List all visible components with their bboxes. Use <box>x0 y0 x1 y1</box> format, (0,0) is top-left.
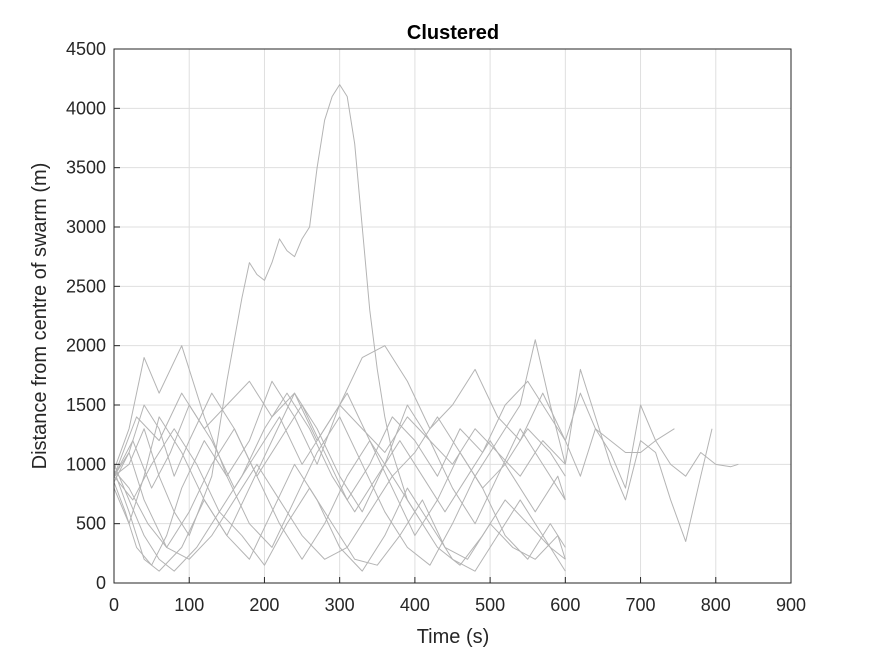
y-tick-label: 1500 <box>66 395 106 415</box>
series-lines <box>113 84 739 572</box>
y-tick-label: 3000 <box>66 217 106 237</box>
plot-frame <box>113 48 792 584</box>
x-tick-label: 200 <box>249 595 279 615</box>
y-tick-label: 2000 <box>66 336 106 356</box>
y-tick-label: 0 <box>96 573 106 593</box>
series-line-3 <box>113 339 713 566</box>
series-line-9 <box>113 380 566 477</box>
x-ticks: 0 100 200 300 400 500 600 700 800 900 <box>109 577 806 615</box>
x-tick-label: 400 <box>400 595 430 615</box>
y-tick-label: 4500 <box>66 39 106 59</box>
y-axis-title: Distance from centre of swarm (m) <box>29 163 51 470</box>
y-tick-label: 2500 <box>66 276 106 296</box>
x-tick-label: 800 <box>701 595 731 615</box>
series-line-8 <box>113 463 566 566</box>
x-tick-label: 0 <box>109 595 119 615</box>
x-tick-label: 500 <box>475 595 505 615</box>
series-line-5 <box>113 464 566 572</box>
series-line-11 <box>113 392 566 513</box>
x-tick-label: 300 <box>325 595 355 615</box>
x-tick-label: 700 <box>626 595 656 615</box>
y-tick-label: 4000 <box>66 98 106 118</box>
series-line-1 <box>113 84 416 537</box>
chart-title: Clustered <box>407 22 499 44</box>
x-tick-label: 100 <box>174 595 204 615</box>
x-tick-label: 600 <box>550 595 580 615</box>
x-axis-title: Time (s) <box>417 626 490 648</box>
x-tick-label: 900 <box>776 595 806 615</box>
series-line-10 <box>113 428 566 560</box>
y-tick-label: 3500 <box>66 158 106 178</box>
y-tick-label: 500 <box>76 514 106 534</box>
y-tick-label: 1000 <box>66 454 106 474</box>
series-line-2 <box>113 380 739 501</box>
series-line-4 <box>113 345 675 489</box>
y-ticks: 0 500 1000 1500 2000 2500 3000 3500 4000 4500 <box>66 39 120 593</box>
series-line-12 <box>113 463 566 572</box>
